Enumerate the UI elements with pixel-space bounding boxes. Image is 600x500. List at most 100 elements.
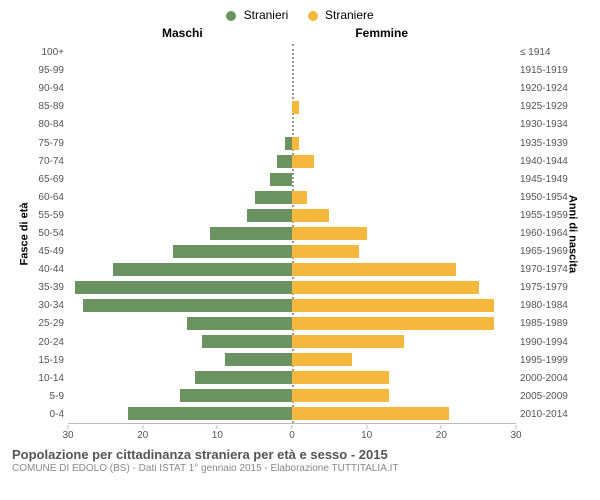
- pyramid-row: [68, 315, 516, 333]
- age-label: 20-24: [26, 334, 68, 352]
- age-label: 5-9: [26, 388, 68, 406]
- chart-footer: Popolazione per cittadinanza straniera p…: [12, 447, 588, 474]
- header-female: Femmine: [355, 26, 408, 40]
- bar-male: [255, 191, 292, 204]
- chart-title: Popolazione per cittadinanza straniera p…: [12, 447, 588, 462]
- bar-female: [292, 245, 359, 258]
- chart-subtitle: COMUNE DI EDOLO (BS) - Dati ISTAT 1° gen…: [12, 463, 588, 474]
- pyramid-row: [68, 261, 516, 279]
- legend-label-male: Stranieri: [244, 8, 289, 22]
- x-tick: 20: [137, 425, 148, 441]
- bar-female: [292, 353, 352, 366]
- y-axis-right-label-wrap: Anni di nascita: [574, 44, 588, 424]
- x-tick: 30: [62, 425, 73, 441]
- bar-male: [210, 227, 292, 240]
- x-tick: 30: [510, 425, 521, 441]
- pyramid-row: [68, 224, 516, 242]
- age-label: 55-59: [26, 207, 68, 225]
- age-label: 15-19: [26, 352, 68, 370]
- bar-male: [180, 389, 292, 402]
- birth-label: 1980-1984: [516, 297, 574, 315]
- legend-swatch-female: [308, 11, 318, 21]
- bar-female: [292, 209, 329, 222]
- bar-female: [292, 227, 367, 240]
- age-label: 50-54: [26, 225, 68, 243]
- age-label: 0-4: [26, 406, 68, 424]
- birth-label: 1945-1949: [516, 171, 574, 189]
- legend: Stranieri Straniere: [12, 8, 588, 22]
- age-label: 25-29: [26, 315, 68, 333]
- bar-female: [292, 155, 314, 168]
- bar-male: [202, 335, 292, 348]
- birth-label: 1950-1954: [516, 189, 574, 207]
- pyramid-row: [68, 369, 516, 387]
- x-axis-ticks: 3020100102030: [68, 425, 516, 441]
- birth-label: 1925-1929: [516, 98, 574, 116]
- x-tick: 10: [361, 425, 372, 441]
- birth-label: 1915-1919: [516, 62, 574, 80]
- age-labels-column: 100+95-9990-9485-8980-8475-7970-7465-696…: [26, 44, 68, 424]
- birth-label: 1975-1979: [516, 279, 574, 297]
- age-label: 80-84: [26, 116, 68, 134]
- age-label: 30-34: [26, 297, 68, 315]
- plot-area: Fasce di età 100+95-9990-9485-8980-8475-…: [12, 44, 588, 424]
- chart-container: Stranieri Straniere Maschi Femmine Fasce…: [0, 0, 600, 500]
- pyramid-row: [68, 405, 516, 423]
- age-label: 10-14: [26, 370, 68, 388]
- birth-label: 1995-1999: [516, 352, 574, 370]
- pyramid-row: [68, 170, 516, 188]
- legend-label-female: Straniere: [325, 8, 374, 22]
- age-label: 35-39: [26, 279, 68, 297]
- bar-female: [292, 299, 494, 312]
- birth-label: 2010-2014: [516, 406, 574, 424]
- x-tick: 20: [436, 425, 447, 441]
- birth-label: 1920-1924: [516, 80, 574, 98]
- pyramid-row: [68, 279, 516, 297]
- birth-label: 2000-2004: [516, 370, 574, 388]
- x-axis: 30 20 10 0 10 20 30: [12, 425, 588, 441]
- birth-label: 1935-1939: [516, 134, 574, 152]
- birth-label: 1930-1934: [516, 116, 574, 134]
- pyramid-row: [68, 351, 516, 369]
- age-label: 85-89: [26, 98, 68, 116]
- bar-female: [292, 137, 299, 150]
- age-label: 40-44: [26, 261, 68, 279]
- bar-male: [277, 155, 292, 168]
- birth-labels-column: ≤ 19141915-19191920-19241925-19291930-19…: [516, 44, 574, 424]
- bar-female: [292, 101, 299, 114]
- age-label: 45-49: [26, 243, 68, 261]
- pyramid-row: [68, 80, 516, 98]
- bar-male: [247, 209, 292, 222]
- y-axis-left-label: Fasce di età: [19, 203, 31, 266]
- x-tick: 10: [212, 425, 223, 441]
- bar-male: [195, 371, 292, 384]
- bars-area: [68, 44, 516, 424]
- bar-male: [285, 137, 292, 150]
- birth-label: 1990-1994: [516, 334, 574, 352]
- age-label: 100+: [26, 44, 68, 62]
- age-label: 90-94: [26, 80, 68, 98]
- legend-item-female: Straniere: [308, 8, 374, 22]
- y-axis-right-label: Anni di nascita: [566, 195, 578, 273]
- bar-female: [292, 191, 307, 204]
- pyramid-row: [68, 243, 516, 261]
- bar-male: [270, 173, 292, 186]
- age-label: 70-74: [26, 153, 68, 171]
- bar-female: [292, 263, 456, 276]
- bar-male: [187, 317, 292, 330]
- pyramid-row: [68, 333, 516, 351]
- birth-label: 1955-1959: [516, 207, 574, 225]
- birth-label: ≤ 1914: [516, 44, 574, 62]
- birth-label: 1970-1974: [516, 261, 574, 279]
- bar-female: [292, 407, 449, 420]
- pyramid-row: [68, 116, 516, 134]
- bar-male: [113, 263, 292, 276]
- y-axis-left-label-wrap: Fasce di età: [12, 44, 26, 424]
- x-tick: 0: [289, 425, 295, 441]
- pyramid-row: [68, 206, 516, 224]
- birth-label: 1940-1944: [516, 153, 574, 171]
- birth-label: 1965-1969: [516, 243, 574, 261]
- birth-label: 1985-1989: [516, 315, 574, 333]
- bar-female: [292, 281, 479, 294]
- bar-male: [173, 245, 292, 258]
